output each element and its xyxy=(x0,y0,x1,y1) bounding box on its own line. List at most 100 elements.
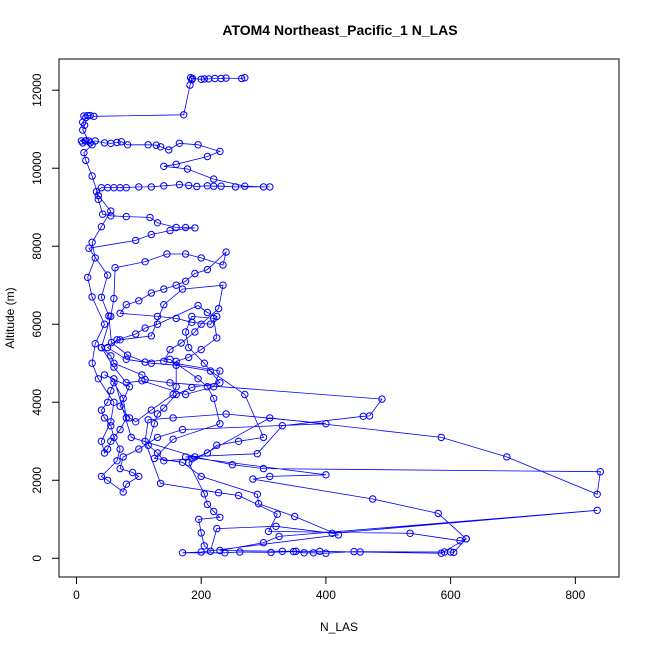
data-point xyxy=(213,441,221,449)
data-point xyxy=(94,191,103,200)
data-point xyxy=(153,449,162,457)
data-point xyxy=(160,357,168,365)
data-point xyxy=(216,379,224,387)
data-point xyxy=(206,547,215,555)
data-point xyxy=(188,318,196,326)
data-point xyxy=(88,238,96,247)
data-point xyxy=(147,406,156,414)
data-point xyxy=(231,183,240,191)
data-point xyxy=(100,414,109,422)
data-point xyxy=(593,506,601,514)
data-point xyxy=(267,548,275,557)
data-series xyxy=(77,74,604,557)
data-point xyxy=(200,359,209,367)
data-point xyxy=(191,453,199,461)
data-point xyxy=(434,509,442,518)
data-point xyxy=(97,184,106,192)
data-point xyxy=(172,357,180,365)
data-point xyxy=(82,137,90,145)
data-point xyxy=(107,386,115,395)
data-point xyxy=(203,152,212,161)
data-point xyxy=(210,383,218,391)
data-point xyxy=(217,182,225,190)
x-tick-label: 400 xyxy=(316,588,336,602)
data-point xyxy=(107,422,115,430)
data-point xyxy=(110,363,118,371)
data-point xyxy=(116,402,124,410)
data-point xyxy=(135,183,143,191)
data-point xyxy=(107,418,115,426)
data-point xyxy=(166,226,174,235)
data-point xyxy=(116,425,124,434)
data-point xyxy=(234,437,243,445)
data-point xyxy=(113,457,121,465)
data-point xyxy=(150,454,159,463)
data-point xyxy=(85,244,93,252)
data-point xyxy=(197,472,205,481)
data-point xyxy=(100,449,109,457)
data-point xyxy=(254,500,263,508)
data-point xyxy=(116,445,124,453)
y-tick-label: 8000 xyxy=(30,233,44,260)
y-tick-label: 4000 xyxy=(30,389,44,416)
data-point xyxy=(160,182,168,190)
data-point xyxy=(378,395,386,403)
y-tick-label: 2000 xyxy=(30,467,44,494)
data-point xyxy=(369,495,377,503)
data-point xyxy=(278,422,286,430)
data-point xyxy=(203,500,212,509)
data-point xyxy=(178,425,187,434)
data-point xyxy=(172,223,180,232)
data-point xyxy=(200,490,209,498)
data-point xyxy=(147,183,156,191)
data-point xyxy=(122,355,131,363)
data-point xyxy=(213,524,221,533)
data-point xyxy=(200,75,209,83)
data-point xyxy=(116,309,124,317)
data-point xyxy=(119,453,127,461)
data-point xyxy=(275,532,283,541)
data-point xyxy=(160,301,168,309)
data-point xyxy=(191,269,199,278)
data-point xyxy=(88,359,96,367)
data-point xyxy=(99,210,107,218)
data-point xyxy=(107,312,115,321)
data-point xyxy=(107,352,115,360)
x-tick-label: 600 xyxy=(441,588,461,602)
data-point xyxy=(197,345,205,354)
plot-frame xyxy=(58,58,620,578)
data-point xyxy=(203,265,212,274)
data-point xyxy=(97,223,106,231)
data-point xyxy=(446,548,455,556)
data-point xyxy=(117,138,126,146)
data-point xyxy=(103,271,112,279)
data-point xyxy=(289,547,298,556)
data-point xyxy=(437,433,445,442)
data-point xyxy=(219,261,227,269)
data-point xyxy=(228,461,237,469)
data-point xyxy=(125,383,134,391)
data-point xyxy=(165,146,173,154)
data-point xyxy=(322,471,330,479)
data-point xyxy=(160,285,168,293)
data-point xyxy=(122,480,131,488)
data-point xyxy=(166,379,174,387)
data-point xyxy=(178,285,187,293)
data-point xyxy=(135,472,143,481)
data-point xyxy=(144,141,152,149)
data-point xyxy=(214,304,223,313)
data-point xyxy=(100,320,109,328)
data-point xyxy=(122,301,131,309)
data-point xyxy=(107,207,115,215)
data-point xyxy=(259,433,268,442)
data-point xyxy=(222,74,230,82)
data-point xyxy=(185,459,193,467)
data-point xyxy=(116,464,124,473)
data-point xyxy=(272,522,280,530)
data-point xyxy=(216,546,224,555)
data-point xyxy=(123,141,132,149)
data-point xyxy=(172,390,180,399)
data-point xyxy=(234,491,243,500)
data-point xyxy=(188,76,196,84)
data-point xyxy=(110,359,118,367)
